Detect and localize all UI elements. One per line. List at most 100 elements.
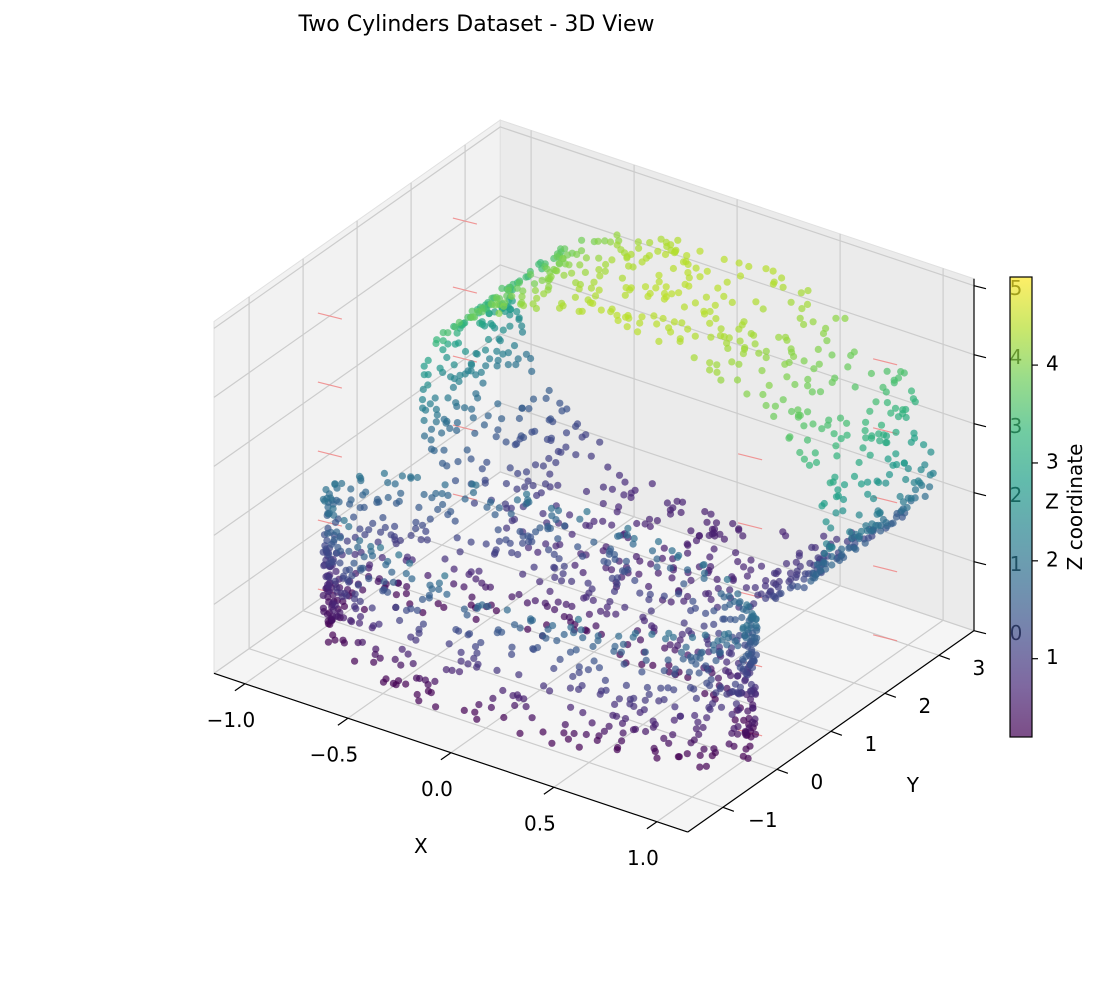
data-point [416, 674, 424, 683]
colorbar [1009, 276, 1033, 738]
data-point [444, 491, 452, 499]
data-point [743, 601, 751, 609]
data-point [820, 549, 829, 558]
data-point [432, 339, 440, 348]
data-point [838, 551, 846, 559]
data-point [548, 739, 556, 747]
data-point [696, 763, 704, 771]
data-point [423, 536, 431, 544]
data-point [687, 576, 695, 585]
data-point [576, 515, 584, 523]
data-point [415, 503, 423, 511]
data-point [523, 599, 532, 607]
data-point [323, 536, 331, 545]
data-point [606, 238, 615, 246]
data-point [680, 303, 689, 311]
data-point [545, 386, 553, 395]
data-point [525, 405, 533, 413]
data-point [734, 706, 743, 714]
data-point [622, 284, 630, 292]
data-point [800, 455, 809, 463]
data-point [729, 520, 737, 528]
data-point [473, 715, 481, 723]
data-point [575, 307, 583, 315]
data-point [680, 619, 688, 627]
data-point [804, 408, 812, 416]
data-point [379, 514, 387, 522]
data-point [351, 657, 359, 665]
data-point [702, 609, 710, 618]
data-point [321, 497, 329, 505]
data-point [859, 444, 867, 452]
data-point [447, 508, 455, 516]
data-point [355, 619, 364, 627]
data-point [587, 452, 595, 460]
data-point [808, 543, 816, 552]
data-point [590, 657, 598, 665]
data-point [438, 429, 446, 437]
data-point [668, 574, 676, 582]
data-point [711, 301, 719, 309]
data-point [738, 613, 746, 622]
data-point [532, 304, 541, 313]
data-point [327, 528, 335, 536]
data-point [494, 426, 502, 434]
data-point [700, 310, 709, 318]
data-point [622, 313, 630, 321]
data-point [850, 544, 858, 552]
data-point [688, 633, 697, 642]
data-point [867, 369, 876, 378]
data-point [707, 510, 715, 518]
data-point [710, 545, 718, 553]
data-point [669, 731, 677, 739]
data-point [668, 547, 676, 555]
data-point [779, 283, 787, 291]
data-point [510, 342, 519, 350]
data-point [582, 521, 590, 529]
data-point [560, 630, 568, 639]
data-point [680, 597, 688, 605]
data-point [420, 490, 428, 499]
data-point [676, 337, 684, 346]
data-point [604, 463, 612, 471]
data-point [331, 601, 339, 609]
data-point [807, 577, 815, 585]
data-point [351, 550, 359, 559]
y-tick-label: 2 [919, 694, 932, 718]
data-point [855, 458, 863, 467]
data-point [539, 509, 547, 518]
data-point [448, 666, 456, 675]
data-point [679, 655, 687, 663]
data-point [499, 686, 507, 695]
data-point [446, 424, 454, 432]
reference-line [737, 453, 763, 461]
data-point [667, 598, 675, 606]
data-point [725, 592, 733, 600]
data-point [879, 515, 888, 524]
data-point [798, 305, 806, 313]
data-point [621, 478, 629, 486]
data-point [398, 472, 406, 480]
data-point [740, 563, 748, 571]
data-point [561, 522, 569, 530]
data-point [380, 578, 388, 586]
data-point [420, 416, 428, 425]
data-point [910, 479, 918, 487]
data-point [843, 419, 851, 427]
data-point [712, 315, 720, 323]
data-point [862, 434, 870, 442]
data-point [479, 379, 487, 387]
data-point [920, 441, 928, 449]
data-point [797, 289, 805, 297]
data-point [827, 524, 835, 532]
data-point [552, 459, 560, 467]
data-point [555, 260, 564, 268]
data-point [356, 613, 365, 621]
data-point [876, 527, 885, 535]
data-point [455, 668, 464, 676]
data-point [542, 634, 550, 642]
data-point [648, 622, 656, 630]
data-point [345, 523, 353, 531]
data-point [692, 264, 700, 272]
